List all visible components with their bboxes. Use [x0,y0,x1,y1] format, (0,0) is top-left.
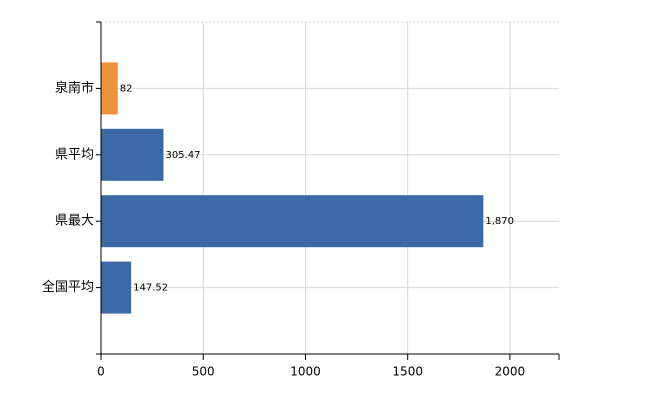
x-tick-label: 0 [97,365,105,379]
x-tick-label: 1000 [290,365,321,379]
bar [101,62,118,115]
bar [101,128,164,181]
bar [101,195,484,248]
y-tick-label: 県平均 [55,147,94,162]
data-label: 1,870 [485,216,514,227]
data-label: 82 [120,83,133,94]
data-label: 147.52 [133,283,168,294]
bar [101,261,132,314]
x-tick-label: 500 [192,365,215,379]
y-tick-label: 県最大 [55,214,94,229]
y-tick-label: 泉南市 [55,80,94,96]
x-tick-label: 2000 [495,365,526,379]
x-tick-label: 1500 [392,365,423,379]
data-label: 305.47 [165,150,200,161]
y-tick-label: 全国平均 [42,279,94,295]
